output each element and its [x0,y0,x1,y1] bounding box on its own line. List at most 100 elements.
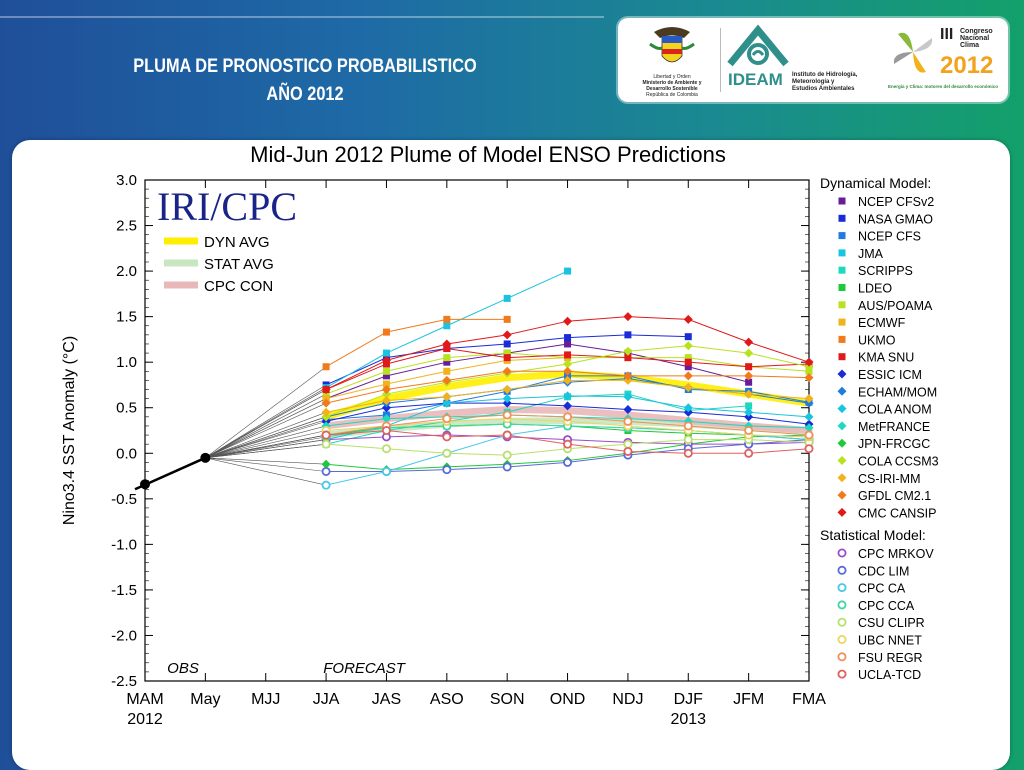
x-tick-label: JAS [372,691,401,708]
y-tick-label: 0.0 [116,445,137,462]
model-point [322,395,330,403]
model-point [683,383,693,393]
legend-marker [838,249,846,257]
model-point [502,366,512,376]
model-point [684,333,692,341]
ideam-emblem-icon [727,24,789,67]
chart-title: Mid-Jun 2012 Plume of Model ENSO Predict… [250,142,726,167]
model-point [563,412,573,422]
model-point [321,385,331,395]
region-label: OBS [167,660,199,677]
legend-label: LDEO [858,282,892,296]
ministerio-line: Ministerio de Ambiente y [642,80,702,86]
model-point [443,322,451,330]
x-tick-label: JJA [313,691,340,708]
x-tick-label: DJF [674,691,704,708]
legend-marker [837,404,847,414]
pinwheel-icon [893,32,933,73]
legend-label: JMA [858,247,884,261]
model-point [503,349,511,357]
x-tick-label: ASO [430,691,464,708]
model-point [744,337,754,347]
average-legend-label: STAT AVG [204,256,274,273]
model-point [563,457,573,467]
model-point [804,357,814,367]
model-point [502,394,512,404]
model-point [683,371,693,381]
y-tick-label: 3.0 [116,172,137,189]
y-tick-label: 1.5 [116,309,137,326]
y-tick-label: 1.0 [116,354,137,371]
model-point [804,362,814,372]
fan-line [205,384,327,459]
model-point [321,439,331,449]
legend-marker [837,438,847,448]
average-legend-label: DYN AVG [204,234,270,251]
fan-line [205,389,327,459]
model-point [381,444,391,454]
model-point [804,394,814,404]
fan-line [205,366,327,459]
model-point [684,358,692,366]
legend-label: UBC NNET [858,634,922,648]
region-label: FORECAST [323,660,407,677]
model-point [322,390,330,398]
legend-marker [837,490,847,500]
congreso-line: Clima [960,42,980,49]
model-point [502,330,512,340]
legend-label: NCEP CFS [858,230,921,244]
fan-line [205,443,327,459]
model-point [744,407,754,417]
model-point [442,398,452,408]
fan-line [205,402,327,459]
model-point [381,389,391,399]
legend-marker [837,617,847,627]
legend-label: CPC CA [858,582,906,596]
y-tick-label: -2.0 [111,627,137,644]
legend-marker [837,634,847,644]
y-tick-label: -2.5 [111,673,137,690]
ideam-line: Estudios Ambientales [792,86,855,92]
fan-line [205,434,327,459]
legend-marker [837,369,847,379]
model-point [382,328,390,336]
model-point [442,432,452,442]
legend-label: UCLA-TCD [858,668,921,682]
legend-marker [838,214,846,222]
model-point [623,312,633,322]
model-point [624,354,632,362]
model-point [563,401,573,411]
model-point [322,363,330,371]
model-point [745,363,753,371]
legend-label: NASA GMAO [858,212,933,226]
legend-label: ESSIC ICM [858,368,922,382]
model-point [502,385,512,395]
congreso-tagline: Energía y Clima: motores del desarrollo … [888,84,999,89]
model-point [744,412,754,422]
model-point [502,450,512,460]
model-point [684,363,692,371]
legend-label: COLA ANOM [858,403,932,417]
model-point [321,430,331,440]
y-axis-label: Nino3.4 SST Anomaly (°C) [61,336,78,525]
fan-line [205,412,327,459]
legend-marker [838,232,846,240]
legend-marker [838,266,846,274]
coat-of-arms-icon [649,27,695,63]
model-point [443,315,451,323]
congreso-logo: III Congreso Nacional Clima 2012 Energía… [888,24,1000,96]
x-tick-label: MAM [126,691,163,708]
legend-marker [837,583,847,593]
legend-marker [838,335,846,343]
model-point [443,354,451,362]
model-point [443,345,451,353]
model-point [321,407,331,417]
slide-title: PLUMA DE PRONOSTICO PROBABILISTICO AÑO 2… [77,53,533,109]
congreso-line: Nacional [960,35,990,42]
model-point [442,392,452,402]
ideam-logo: IDEAM Instituto de Hidrología, Meteorolo… [726,24,876,96]
legend-label: CS-IRI-MM [858,472,921,486]
fan-line [205,421,327,459]
fan-line [205,457,327,472]
model-point [564,351,572,359]
